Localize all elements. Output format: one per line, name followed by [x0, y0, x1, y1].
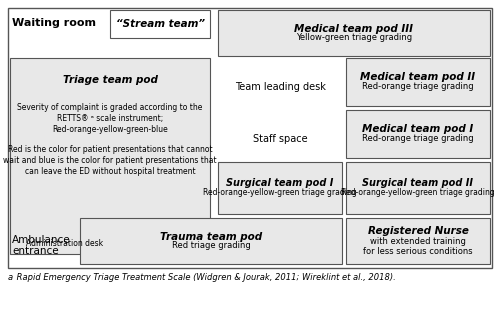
Text: a: a	[8, 273, 16, 282]
Text: Red-orange-yellow-green triage grading: Red-orange-yellow-green triage grading	[341, 188, 495, 197]
Bar	[218, 162, 342, 214]
Text: Severity of complaint is graded according to the: Severity of complaint is graded accordin…	[18, 104, 202, 113]
Bar	[110, 10, 210, 38]
Bar	[346, 58, 490, 106]
Text: Red-orange triage grading: Red-orange triage grading	[362, 82, 474, 91]
Text: Rapid Emergency Triage Treatment Scale (Widgren & Jourak, 2011; Wireklint et al.: Rapid Emergency Triage Treatment Scale (…	[14, 273, 396, 282]
Text: Medical team pod I: Medical team pod I	[362, 124, 474, 134]
Bar	[8, 8, 492, 268]
Text: Administration desk: Administration desk	[26, 239, 104, 248]
Text: Surgical team pod I: Surgical team pod I	[226, 179, 334, 188]
Bar	[10, 58, 210, 254]
Text: Ambulance: Ambulance	[12, 235, 70, 245]
Text: Red-orange-yellow-green triage grading: Red-orange-yellow-green triage grading	[203, 188, 357, 197]
Text: Red-orange-yellow-green-blue: Red-orange-yellow-green-blue	[52, 124, 168, 133]
Text: Trauma team pod: Trauma team pod	[160, 231, 262, 242]
Bar	[346, 110, 490, 158]
Text: Red triage grading: Red triage grading	[172, 241, 250, 250]
Text: Medical team pod II: Medical team pod II	[360, 72, 476, 82]
Text: Red-orange triage grading: Red-orange triage grading	[362, 134, 474, 143]
Text: for less serious conditions: for less serious conditions	[363, 247, 473, 256]
Text: wait and blue is the color for patient presentations that: wait and blue is the color for patient p…	[3, 156, 217, 165]
Text: Registered Nurse: Registered Nurse	[368, 226, 468, 236]
Text: Triage team pod: Triage team pod	[62, 75, 158, 85]
Text: with extended training: with extended training	[370, 236, 466, 245]
Text: Medical team pod III: Medical team pod III	[294, 24, 414, 34]
Text: can leave the ED without hospital treatment: can leave the ED without hospital treatm…	[24, 166, 196, 175]
Bar	[218, 10, 490, 56]
Bar	[80, 218, 342, 264]
Text: “Stream team”: “Stream team”	[116, 19, 204, 29]
Text: Waiting room: Waiting room	[12, 18, 96, 28]
Text: RETTS® ᵃ scale instrument;: RETTS® ᵃ scale instrument;	[57, 114, 163, 123]
Text: Staff space: Staff space	[252, 134, 308, 144]
Text: Surgical team pod II: Surgical team pod II	[362, 179, 474, 188]
Text: Yellow-green triage grading: Yellow-green triage grading	[296, 33, 412, 42]
Text: entrance: entrance	[12, 246, 58, 256]
Bar	[20, 234, 110, 254]
Text: Team leading desk: Team leading desk	[234, 82, 326, 92]
Bar	[346, 218, 490, 264]
Bar	[346, 162, 490, 214]
Text: Red is the color for patient presentations that cannot: Red is the color for patient presentatio…	[8, 146, 212, 155]
